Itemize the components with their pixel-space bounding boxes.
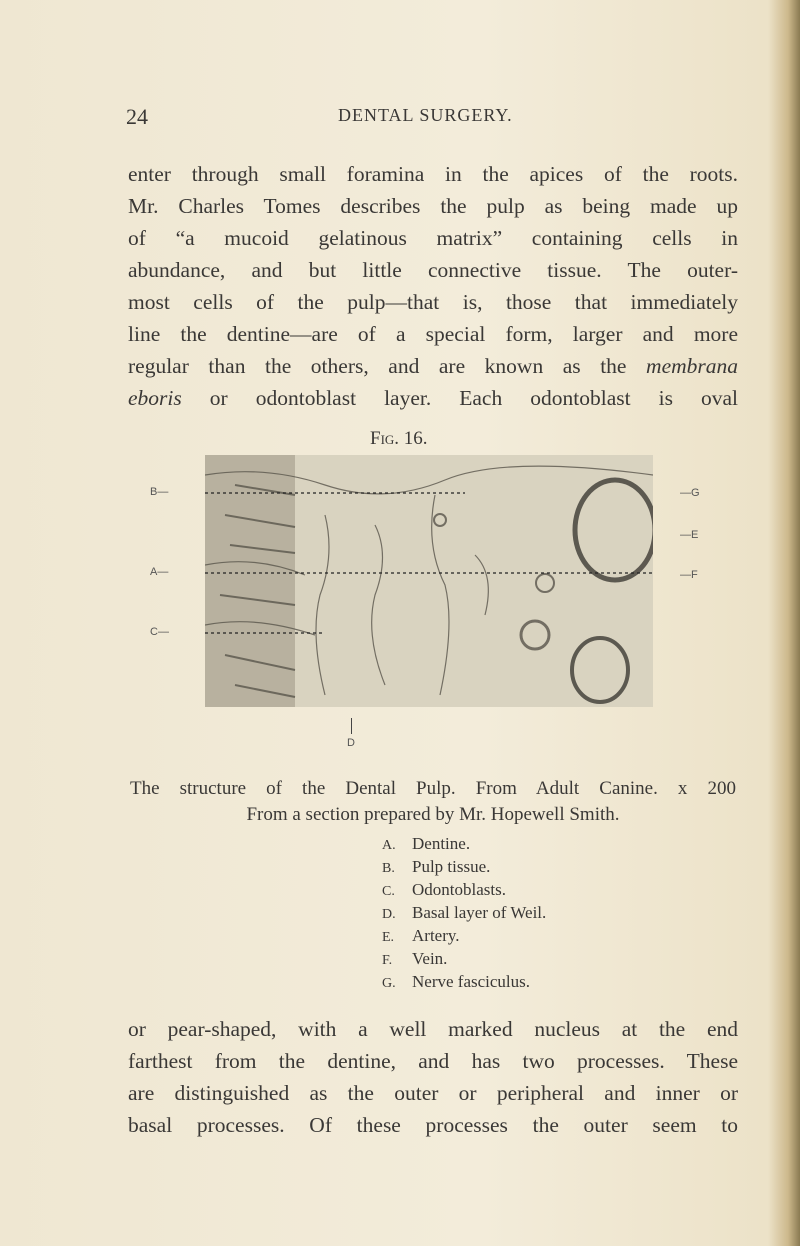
caption-line: From a section prepared by Mr. Hopewell … [246,804,620,825]
running-head: DENTAL SURGERY. [338,105,513,125]
text-line: line the dentine—are of a special form, … [128,322,738,346]
legend-item: C. Odontoblasts. [382,880,506,900]
text-line: abundance, and but little connective tis… [128,258,738,282]
text-line: most cells of the pulp—that is, those th… [128,290,738,314]
figure-side-label: —F [680,569,698,581]
figure-side-label: B— [150,486,169,498]
figure-side-label: —G [680,487,700,499]
text-line: are distinguished as the outer or periph… [128,1081,738,1105]
italic-text: eboris [128,386,182,410]
figure-side-label: A— [150,566,169,578]
legend-text: Basal layer of Weil. [412,903,547,922]
page-number: 24 [126,104,148,129]
text-line: enter through small foramina in the apic… [128,162,738,186]
text-line: farthest from the dentine, and has two p… [128,1049,738,1073]
text-line: eboris or odontoblast layer. Each odonto… [128,386,738,411]
text-line: basal processes. Of these processes the … [128,1113,738,1137]
figure-side-label: D [347,737,355,749]
text: or odontoblast layer. Each odontoblast i… [209,386,738,410]
text-line: of “a mucoid gelatinous matrix” containi… [128,226,738,250]
figure-side-label: C— [150,626,169,638]
pointer-line [351,718,352,734]
legend-item: A. Dentine. [382,834,470,854]
legend-item: F. Vein. [382,949,447,969]
text-line: regular than the others, and are known a… [128,354,738,379]
micrograph [205,455,653,707]
text-line: Mr. Charles Tomes describes the pulp as … [128,194,738,218]
legend-key: A. [382,838,396,853]
legend-item: D. Basal layer of Weil. [382,903,546,923]
figure-side-label: —E [680,529,699,541]
legend-item: E. Artery. [382,926,460,946]
legend-key: B. [382,861,395,876]
legend-text: Dentine. [412,834,471,853]
legend-key: F. [382,953,393,968]
legend-text: Pulp tissue. [412,857,491,876]
legend-text: Artery. [412,926,460,945]
legend-item: G. Nerve fasciculus. [382,972,530,992]
legend-key: C. [382,884,395,899]
caption-line: The structure of the Dental Pulp. From A… [130,778,736,799]
legend-text: Vein. [412,949,448,968]
legend-key: D. [382,907,396,922]
legend-key: G. [382,976,396,991]
text-line: or pear-shaped, with a well marked nucle… [128,1017,738,1041]
legend-key: E. [382,930,395,945]
legend-item: B. Pulp tissue. [382,857,490,877]
italic-text: membrana [646,354,739,378]
text: regular than the others, and are known a… [128,354,627,378]
legend-text: Odontoblasts. [412,880,506,899]
legend-text: Nerve fasciculus. [412,972,531,991]
figure-label: Fig. 16. [370,428,428,449]
